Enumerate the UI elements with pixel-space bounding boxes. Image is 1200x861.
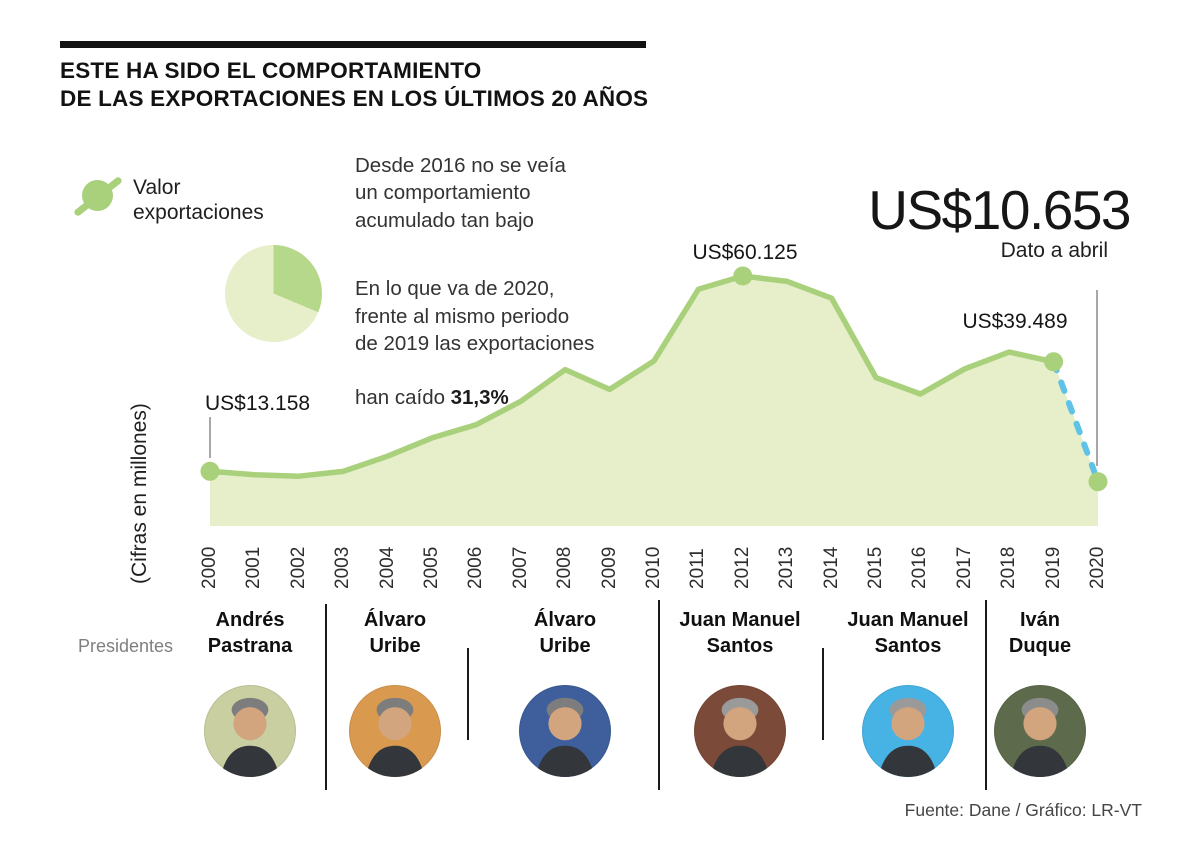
presidents-caption: Presidentes (78, 636, 174, 656)
x-tick-label: 2016 (909, 546, 931, 589)
president-name: Álvaro Uribe (363, 609, 427, 657)
page-title-line2: DE LAS EXPORTACIONES EN LOS ÚLTIMOS 20 A… (60, 85, 649, 111)
president-name: Álvaro Uribe (533, 609, 597, 657)
legend-label: Valor exportaciones (133, 176, 264, 224)
note-caida-2020: En lo que va de 2020, frente al mismo pe… (355, 248, 594, 439)
portrait-silhouette-icon (535, 697, 595, 777)
data-label-2012: US$60.125 (692, 241, 798, 264)
x-tick-label: 2020 (1087, 546, 1108, 589)
x-tick-label: 2002 (287, 546, 309, 589)
x-tick-label: 2001 (243, 546, 265, 589)
note-caida-lines: En lo que va de 2020, frente al mismo pe… (355, 277, 595, 355)
president-photo (862, 685, 954, 777)
x-tick-label: 2019 (1042, 546, 1064, 589)
president-group-uribe-1: Álvaro Uribe (310, 607, 480, 777)
note-caida-tail: han caído (355, 386, 446, 410)
portrait-silhouette-icon (878, 697, 938, 777)
portrait-silhouette-icon (1010, 697, 1070, 777)
source-credit: Fuente: Dane / Gráfico: LR-VT (904, 800, 1142, 820)
term-divider (658, 600, 660, 790)
president-photo (519, 685, 611, 777)
portrait-silhouette-icon (220, 697, 280, 777)
x-tick-label: 2012 (731, 546, 753, 589)
x-tick-label: 2003 (332, 546, 354, 589)
term-divider (985, 600, 987, 790)
legend-point-dot (82, 180, 113, 211)
y-axis-label: (Cifras en millones) (128, 403, 151, 585)
x-tick-label: 2009 (598, 546, 620, 589)
pie-chart-31-percent (225, 245, 322, 342)
president-group-duque: Iván Duque (955, 607, 1125, 777)
data-label-2000: US$13.158 (205, 392, 311, 415)
data-label-2019: US$39.489 (962, 310, 1068, 333)
note-caida-lastline: han caído 31,3% (355, 384, 594, 411)
line-marker-icon (68, 169, 128, 225)
x-tick-label: 2018 (998, 546, 1020, 589)
x-tick-label: 2000 (199, 546, 220, 589)
x-tick-label: 2013 (776, 546, 798, 589)
president-photo (994, 685, 1086, 777)
x-tick-label: 2008 (554, 546, 576, 589)
president-group-pastrana: Andrés Pastrana (165, 607, 335, 777)
term-divider (325, 604, 327, 790)
president-group-uribe-2: Álvaro Uribe (480, 607, 650, 777)
x-tick-label: 2010 (643, 546, 664, 589)
title-accent-bar (60, 41, 646, 48)
president-name: Andrés Pastrana (207, 609, 293, 657)
president-photo (204, 685, 296, 777)
note-caida-percent: 31,3% (450, 386, 509, 410)
president-group-santos-1: Juan Manuel Santos (655, 607, 825, 777)
portrait-silhouette-icon (710, 697, 770, 777)
x-tick-label: 2005 (421, 546, 442, 589)
x-tick-label: 2006 (465, 546, 487, 589)
x-tick-label: 2014 (820, 546, 842, 589)
x-tick-label: 2015 (865, 546, 886, 589)
page-title-line1: ESTE HA SIDO EL COMPORTAMIENTO (60, 58, 482, 83)
president-name: Iván Duque (1008, 609, 1072, 657)
headline-value-2020: US$10.653 (868, 179, 1131, 241)
term-divider (822, 648, 824, 740)
portrait-silhouette-icon (365, 697, 425, 777)
x-tick-label: 2011 (687, 548, 709, 589)
president-photo (694, 685, 786, 777)
president-photo (349, 685, 441, 777)
term-divider (467, 648, 469, 740)
page-title: ESTE HA SIDO EL COMPORTAMIENTO DE LAS EX… (60, 57, 648, 113)
headline-value-caption: Dato a abril (1000, 239, 1108, 262)
president-name: Juan Manuel Santos (847, 609, 969, 657)
note-desde-2016: Desde 2016 no se veía un comportamiento … (355, 154, 566, 232)
president-name: Juan Manuel Santos (679, 609, 801, 657)
president-group-santos-2: Juan Manuel Santos (823, 607, 993, 777)
x-tick-label: 2007 (509, 546, 531, 589)
x-tick-label: 2017 (953, 546, 975, 589)
x-tick-label: 2004 (376, 546, 398, 589)
